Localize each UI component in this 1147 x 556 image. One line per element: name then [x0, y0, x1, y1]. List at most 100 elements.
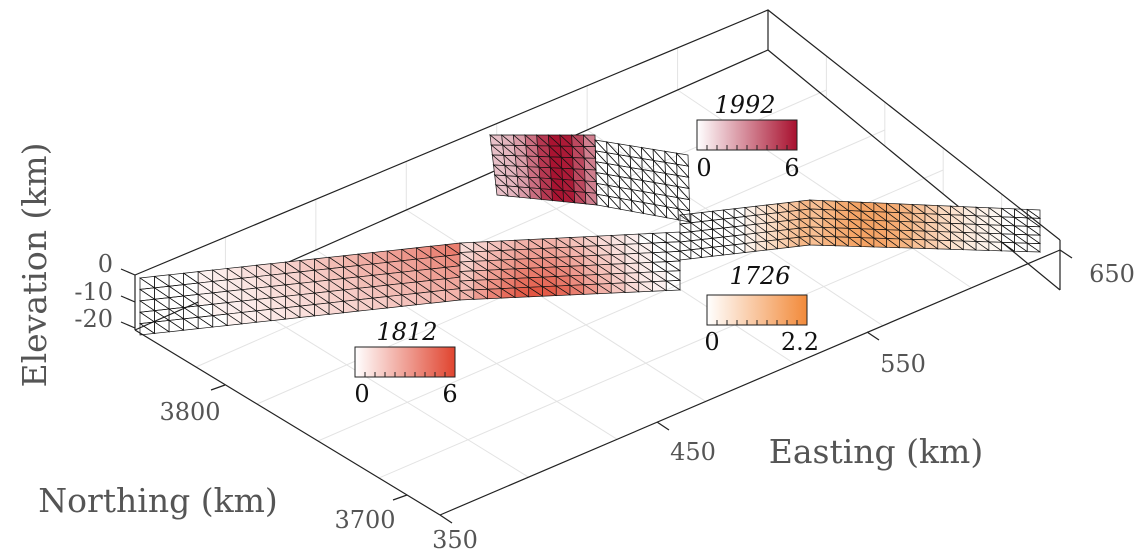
easting-axis-line: [439, 249, 1061, 516]
mesh-triangle: [642, 201, 657, 217]
elevation-tick-label: 0: [98, 250, 113, 278]
mesh-triangle: [459, 289, 475, 301]
mesh-triangle: [168, 285, 185, 299]
mesh-triangle: [787, 237, 801, 248]
colorbar-1992: 1992 0 6: [696, 91, 799, 182]
mesh-triangle: [154, 287, 171, 300]
mesh-triangle: [809, 235, 824, 246]
easting-tick-label: 350: [432, 526, 478, 554]
mesh-triangle: [401, 294, 418, 307]
mesh-triangle: [666, 205, 680, 221]
mesh-triangle: [1001, 207, 1016, 218]
mesh-triangle: [597, 283, 613, 295]
rupture-1992-mesh: [489, 134, 598, 206]
mesh-triangle: [562, 189, 576, 204]
colorbar-ticks-1812: [354, 372, 456, 377]
mesh-triangle: [712, 246, 725, 257]
mesh-triangle: [835, 236, 850, 247]
mesh-triangle: [1001, 233, 1016, 244]
mesh-triangle: [183, 272, 200, 286]
mesh-triangle: [299, 305, 316, 318]
floor-grid-line: [406, 209, 706, 402]
mesh-triangle: [569, 284, 585, 296]
mesh-triangle: [514, 287, 530, 298]
mesh-triangle: [517, 185, 532, 199]
colorbar-1812: 1812 0 6: [354, 318, 457, 408]
mesh-triangle: [430, 291, 447, 304]
mesh-triangle: [860, 237, 876, 248]
northing-tick-label: 3800: [159, 398, 220, 426]
colorbar-max-1992: 6: [784, 154, 799, 182]
mesh-triangle: [372, 297, 389, 310]
mesh-triangle: [183, 306, 200, 320]
floor-grid-line: [225, 289, 529, 478]
elevation-tick: [120, 321, 136, 329]
mesh-triangle: [154, 275, 171, 289]
mesh-triangle: [540, 187, 554, 202]
mesh-triangle: [631, 199, 645, 215]
elevation-tick: [120, 268, 136, 276]
mesh-triangle: [1026, 242, 1042, 253]
mesh-triangle: [314, 303, 331, 317]
elevation-axis-label: Elevation (km): [15, 143, 54, 388]
colorbar-title-1726: 1726: [729, 262, 790, 290]
rupture-1812-mesh: [458, 231, 682, 301]
mesh-triangle: [168, 274, 185, 287]
mesh-triangle: [386, 295, 403, 309]
mesh-triangle: [679, 250, 692, 261]
mesh-triangle: [652, 280, 668, 292]
elevation-tick: [120, 295, 136, 303]
mesh-triangle: [542, 286, 558, 297]
tick-marks: [120, 249, 1073, 524]
mesh-triangle: [551, 188, 565, 203]
mesh-triangle: [654, 203, 668, 219]
mesh-triangle: [950, 239, 965, 251]
mesh-triangle: [555, 285, 572, 296]
mesh-triangle: [638, 233, 654, 245]
rupture-1726-mesh: [679, 199, 811, 261]
mesh-triangle: [529, 186, 543, 200]
mesh-triangle: [573, 190, 587, 205]
mesh-triangle: [328, 302, 345, 315]
mesh-triangle: [652, 232, 668, 244]
floor-grid-line: [378, 209, 1002, 479]
mesh-triangle: [500, 287, 517, 299]
colorbar-ticks-1992: [696, 145, 798, 150]
mesh-triangle: [665, 241, 682, 253]
mesh-triangle: [1026, 208, 1042, 219]
rupture-1812-mesh: [139, 242, 461, 336]
easting-tick: [656, 421, 670, 431]
easting-tick: [439, 514, 453, 524]
mesh-triangle: [183, 283, 200, 297]
easting-axis-label: Easting (km): [769, 432, 983, 471]
mesh-triangle: [665, 251, 682, 263]
mesh-triangle: [975, 240, 991, 251]
rupture-1726-mesh: [808, 199, 1042, 253]
mesh-triangle: [924, 239, 939, 250]
northing-tick: [210, 384, 226, 391]
mesh-triangle: [1014, 216, 1029, 227]
northing-axis-line: [134, 329, 441, 516]
colorbar-min-1812: 0: [354, 380, 369, 408]
mesh-triangle: [607, 195, 622, 210]
mesh-triangle: [962, 240, 978, 251]
mesh-triangle: [168, 319, 185, 333]
mesh-triangle: [139, 288, 156, 302]
mesh-triangle: [733, 244, 746, 255]
mesh-triangle: [495, 184, 510, 197]
easting-tick-label: 650: [1089, 260, 1135, 288]
mesh-triangle: [610, 282, 627, 294]
mesh-triangle: [744, 242, 757, 253]
mesh-triangle: [690, 249, 703, 260]
mesh-triangle: [583, 284, 599, 295]
mesh-triangle: [911, 238, 927, 249]
mesh-triangle: [183, 318, 200, 331]
easting-tick-label: 450: [670, 438, 716, 466]
mesh-triangle: [937, 239, 952, 250]
easting-tick-label: 550: [880, 350, 926, 378]
mesh-triangle: [665, 261, 682, 272]
colorbar-ticks-1726: [706, 320, 808, 325]
mesh-triangle: [197, 316, 214, 330]
mesh-triangle: [270, 308, 287, 322]
